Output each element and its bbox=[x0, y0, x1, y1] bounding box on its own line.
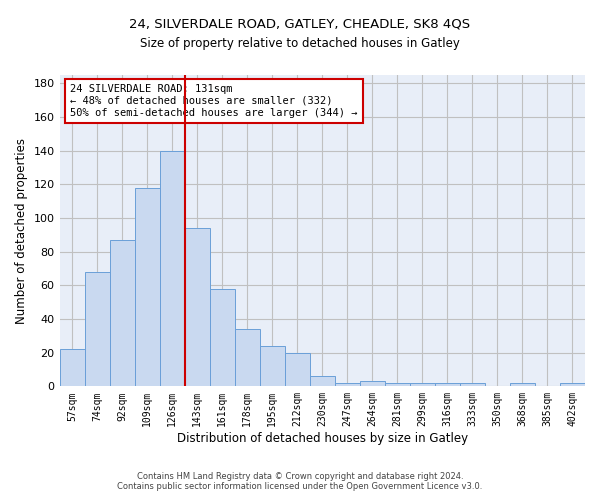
Bar bbox=[110, 240, 134, 386]
Bar bbox=[385, 383, 410, 386]
Bar bbox=[560, 383, 585, 386]
Bar bbox=[410, 383, 435, 386]
Text: 24 SILVERDALE ROAD: 131sqm
← 48% of detached houses are smaller (332)
50% of sem: 24 SILVERDALE ROAD: 131sqm ← 48% of deta… bbox=[70, 84, 358, 117]
Bar bbox=[360, 382, 385, 386]
Bar bbox=[185, 228, 209, 386]
Bar bbox=[510, 383, 535, 386]
Bar bbox=[285, 352, 310, 386]
Text: Contains HM Land Registry data © Crown copyright and database right 2024.: Contains HM Land Registry data © Crown c… bbox=[137, 472, 463, 481]
Text: Contains public sector information licensed under the Open Government Licence v3: Contains public sector information licen… bbox=[118, 482, 482, 491]
Bar bbox=[260, 346, 285, 387]
Text: Size of property relative to detached houses in Gatley: Size of property relative to detached ho… bbox=[140, 38, 460, 51]
Text: 24, SILVERDALE ROAD, GATLEY, CHEADLE, SK8 4QS: 24, SILVERDALE ROAD, GATLEY, CHEADLE, SK… bbox=[130, 18, 470, 30]
Y-axis label: Number of detached properties: Number of detached properties bbox=[15, 138, 28, 324]
Bar bbox=[134, 188, 160, 386]
Bar bbox=[209, 288, 235, 386]
Bar bbox=[460, 383, 485, 386]
Bar bbox=[435, 383, 460, 386]
Bar bbox=[310, 376, 335, 386]
Bar bbox=[59, 350, 85, 387]
X-axis label: Distribution of detached houses by size in Gatley: Distribution of detached houses by size … bbox=[177, 432, 468, 445]
Bar bbox=[235, 329, 260, 386]
Bar bbox=[160, 150, 185, 386]
Bar bbox=[335, 383, 360, 386]
Bar bbox=[85, 272, 110, 386]
